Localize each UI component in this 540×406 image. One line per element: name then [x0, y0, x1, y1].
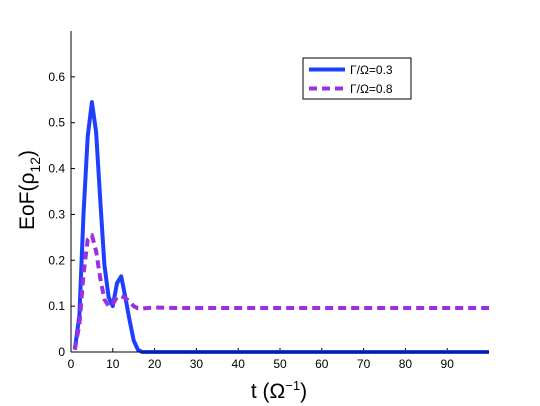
legend-label-series-2: Γ/Ω=0.8	[350, 82, 393, 96]
x-tick-label: 10	[106, 357, 120, 371]
y-tick-label: 0	[58, 345, 65, 359]
x-tick-label: 90	[441, 357, 455, 371]
x-tick-label: 30	[190, 357, 204, 371]
x-axis-label: t (Ω−1)	[251, 378, 307, 403]
x-axis-label-superscript: −1	[285, 378, 300, 393]
y-tick-label: 0.5	[48, 116, 65, 130]
x-tick-label: 60	[315, 357, 329, 371]
y-tick-label: 0.1	[48, 299, 65, 313]
y-tick-label: 0.3	[48, 207, 65, 221]
y-axis-label: EoF(ρ12)	[16, 150, 43, 230]
x-tick-label: 20	[148, 357, 162, 371]
x-tick-label: 40	[232, 357, 246, 371]
x-tick-label: 70	[357, 357, 371, 371]
y-axis-label-subscript: 12	[27, 157, 43, 173]
series-line-2	[72, 233, 489, 351]
y-tick-label: 0.4	[48, 162, 65, 176]
y-axis-label-tail: )	[16, 150, 39, 157]
x-axis-label-main: t (Ω	[251, 380, 285, 403]
y-tick-label: 0.6	[48, 70, 65, 84]
x-tick-label: 0	[68, 357, 75, 371]
y-axis-label-main: EoF(ρ	[16, 173, 39, 231]
y-ticks: 0 0.1 0.2 0.3 0.4 0.5 0.6	[48, 70, 75, 359]
series-layer	[72, 100, 489, 354]
series-line-1	[72, 100, 489, 354]
legend-label-series-1: Γ/Ω=0.3	[350, 63, 393, 77]
legend-box	[302, 57, 412, 100]
y-tick-label: 0.2	[48, 253, 65, 267]
legend: Γ/Ω=0.3 Γ/Ω=0.8	[302, 57, 412, 100]
x-axis-label-tail: )	[300, 380, 307, 403]
x-tick-label: 50	[273, 357, 287, 371]
x-tick-label: 80	[399, 357, 413, 371]
